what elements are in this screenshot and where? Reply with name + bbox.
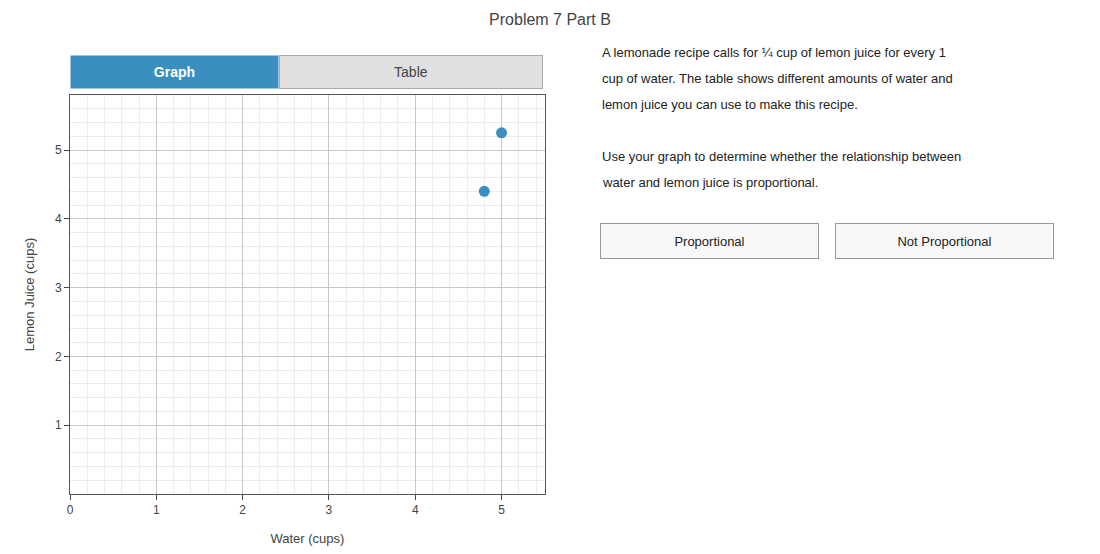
svg-text:cup of water. The table shows: cup of water. The table shows different … bbox=[602, 71, 953, 86]
svg-text:Table: Table bbox=[394, 64, 428, 80]
svg-text:Lemon Juice (cups): Lemon Juice (cups) bbox=[22, 238, 37, 351]
svg-text:water and lemon juice is propo: water and lemon juice is proportional. bbox=[602, 175, 818, 190]
svg-text:3: 3 bbox=[326, 503, 333, 517]
svg-text:Problem 7 Part B: Problem 7 Part B bbox=[489, 11, 611, 28]
svg-text:Proportional: Proportional bbox=[674, 234, 744, 249]
svg-text:lemon juice you can use to mak: lemon juice you can use to make this rec… bbox=[602, 97, 858, 112]
svg-text:Use your graph to determine wh: Use your graph to determine whether the … bbox=[602, 149, 961, 164]
svg-text:2: 2 bbox=[239, 503, 246, 517]
svg-text:1: 1 bbox=[153, 503, 160, 517]
svg-text:Water (cups): Water (cups) bbox=[270, 531, 344, 546]
svg-text:Not Proportional: Not Proportional bbox=[897, 234, 991, 249]
svg-text:5: 5 bbox=[55, 143, 62, 157]
svg-text:4: 4 bbox=[412, 503, 419, 517]
svg-text:2: 2 bbox=[55, 350, 62, 364]
svg-text:Graph: Graph bbox=[154, 64, 195, 80]
svg-text:1: 1 bbox=[55, 418, 62, 432]
svg-text:3: 3 bbox=[55, 281, 62, 295]
svg-text:A lemonade recipe calls for ¼: A lemonade recipe calls for ¼ cup of lem… bbox=[602, 45, 946, 60]
svg-text:5: 5 bbox=[498, 503, 505, 517]
svg-text:0: 0 bbox=[67, 503, 74, 517]
svg-text:4: 4 bbox=[55, 212, 62, 226]
